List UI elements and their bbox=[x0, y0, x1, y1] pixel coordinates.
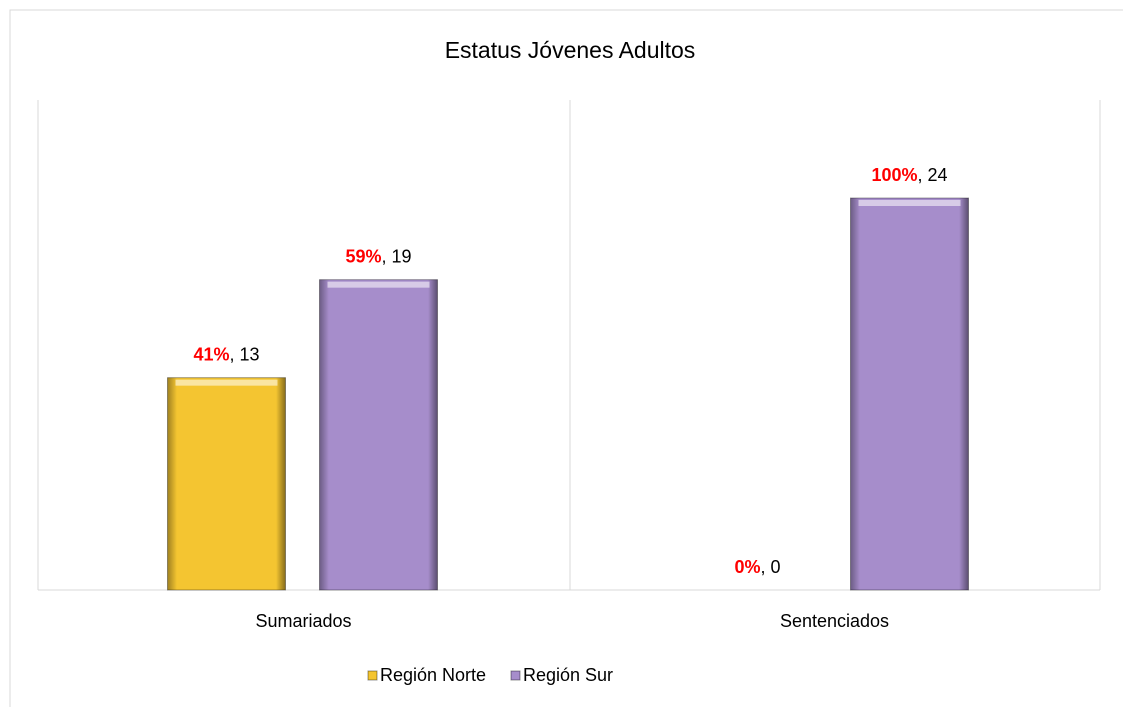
data-label-percent: 0% bbox=[734, 557, 760, 577]
bar-highlight bbox=[858, 200, 961, 206]
legend-swatch bbox=[510, 670, 521, 681]
chart-title: Estatus Jóvenes Adultos bbox=[445, 37, 696, 63]
bar-highlight bbox=[327, 281, 430, 288]
data-label-percent: 100% bbox=[871, 165, 917, 185]
data-label: 41%, 13 bbox=[193, 344, 259, 364]
data-label-separator: , bbox=[229, 344, 239, 364]
data-label-value: 19 bbox=[392, 246, 412, 266]
data-label-value: 0 bbox=[771, 557, 781, 577]
data-label-separator: , bbox=[760, 557, 770, 577]
bar-bevel bbox=[167, 377, 286, 590]
data-label: 100%, 24 bbox=[871, 165, 947, 185]
legend-label: Región Norte bbox=[380, 665, 486, 685]
data-label-percent: 59% bbox=[345, 246, 381, 266]
bar-bevel bbox=[319, 279, 438, 590]
data-label-separator: , bbox=[381, 246, 391, 266]
x-tick-label: Sentenciados bbox=[780, 611, 889, 631]
bar-highlight bbox=[175, 379, 278, 386]
chart-border bbox=[9, 9, 1123, 707]
data-label-value: 13 bbox=[240, 344, 260, 364]
data-label: 59%, 19 bbox=[345, 246, 411, 266]
data-label-percent: 41% bbox=[193, 344, 229, 364]
data-label-value: 24 bbox=[928, 165, 948, 185]
legend-swatch bbox=[367, 670, 378, 681]
bar-bevel bbox=[850, 198, 969, 590]
data-label-separator: , bbox=[918, 165, 928, 185]
data-label: 0%, 0 bbox=[734, 557, 780, 577]
x-tick-label: Sumariados bbox=[255, 611, 351, 631]
legend-label: Región Sur bbox=[523, 665, 613, 685]
